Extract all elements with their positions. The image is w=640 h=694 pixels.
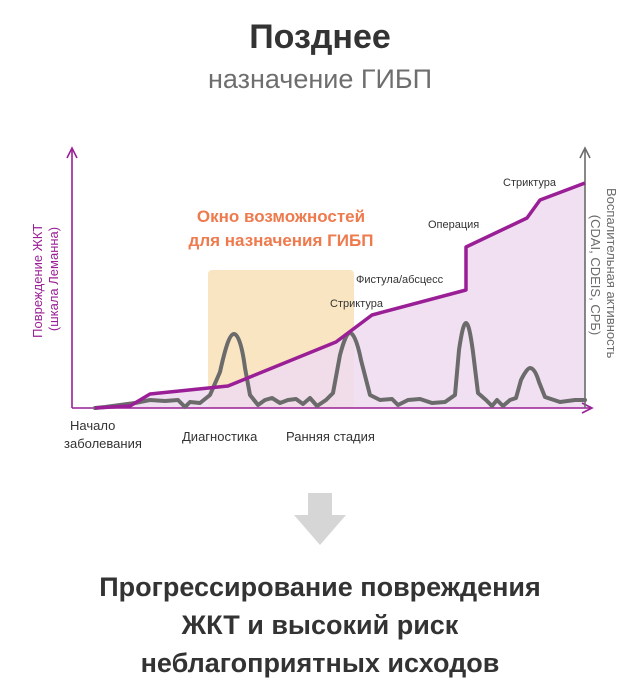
damage-area-fill [95, 183, 585, 408]
x-label-onset-line2: заболевания [64, 436, 142, 451]
conclusion-line3: неблагоприятных исходов [140, 648, 500, 678]
damage-progression-line [94, 181, 586, 410]
svg-text:Повреждение ЖКТ (шкала Лем: Повреждение ЖКТ (шкала Леманна) [30, 220, 61, 338]
x-label-diagnostics: Диагностика [182, 429, 258, 444]
page-subtitle: назначение ГИБП [207, 64, 433, 94]
svg-text:Воспалительная активность: Воспалительная активность (CDAI, CDEIS, … [588, 188, 619, 362]
event-label-fistula: Фистула/абсцесс [356, 274, 444, 286]
right-axis-label-line1: Воспалительная активность [604, 188, 619, 359]
x-label-onset-line1: Начало [70, 418, 115, 433]
event-label-stricture-1: Стриктура [330, 298, 384, 310]
conclusion-line2: ЖКТ и высокий риск [181, 610, 459, 640]
event-label-operation: Операция [428, 219, 479, 231]
right-axis-arrow [579, 146, 591, 159]
window-label-line2: для назначения ГИБП [189, 231, 374, 250]
event-label-stricture-2: Стриктура [503, 177, 557, 189]
right-axis-label-line2: (CDAI, CDEIS, СРБ) [588, 215, 603, 336]
window-label-line1: Окно возможностей [197, 207, 365, 226]
conclusion-line1: Прогрессирование повреждения [99, 572, 541, 602]
inflammatory-activity-curve [93, 321, 587, 410]
left-axis-label-line2: (шкала Леманна) [46, 227, 61, 331]
left-axis-arrow [66, 146, 78, 159]
conclusion-text: Прогрессирование повреждения ЖКТ и высок… [0, 568, 640, 682]
x-label-early-stage: Ранняя стадия [286, 429, 375, 444]
page-title: Позднее [249, 18, 391, 56]
down-arrow-icon [294, 493, 346, 545]
left-axis-label-line1: Повреждение ЖКТ [30, 224, 45, 338]
